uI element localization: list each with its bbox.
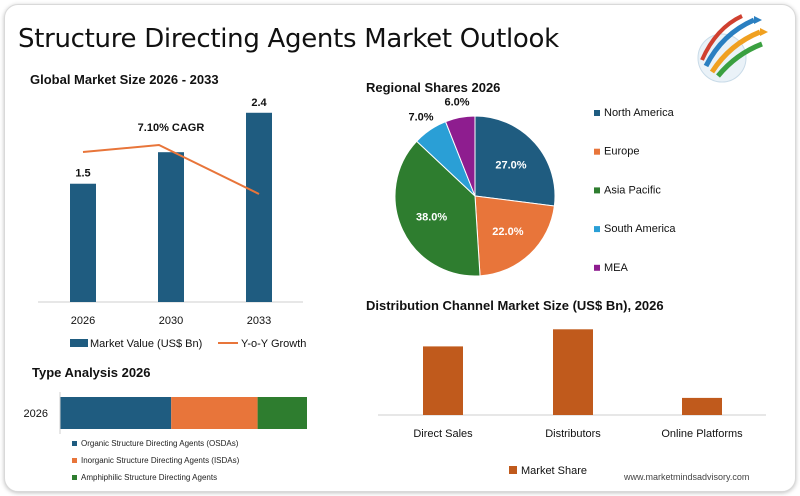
legend-swatch xyxy=(72,475,77,481)
legend-swatch xyxy=(72,458,77,464)
page-title: Structure Directing Agents Market Outloo… xyxy=(18,24,559,54)
brand-logo-icon xyxy=(697,14,768,83)
legend-swatch xyxy=(594,148,600,155)
legend-swatch-market-value xyxy=(70,339,88,347)
legend-swatch-market-share xyxy=(509,466,517,474)
legend-label: Amphiphilic Structure Directing Agents xyxy=(81,473,218,482)
pie-slice xyxy=(474,115,556,207)
distribution-title: Distribution Channel Market Size (US$ Bn… xyxy=(366,298,664,313)
bar-market-share xyxy=(553,329,593,415)
stacked-bar-segment xyxy=(257,397,307,429)
pie-data-label: 6.0% xyxy=(444,97,469,109)
legend-label: South America xyxy=(604,223,676,235)
market-size-title: Global Market Size 2026 - 2033 xyxy=(30,72,219,87)
x-tick-label: Distributors xyxy=(545,428,601,440)
bar-data-label: 1.5 xyxy=(75,168,90,180)
legend-swatch xyxy=(594,264,600,271)
legend-label: Organic Structure Directing Agents (OSDA… xyxy=(81,439,239,448)
type-legend-item: Organic Structure Directing Agents (OSDA… xyxy=(72,439,238,448)
legend-label: Inorganic Structure Directing Agents (IS… xyxy=(81,456,240,465)
bar-market-share xyxy=(682,397,722,415)
pie-data-label: 22.0% xyxy=(492,226,523,238)
bar-data-label: 2.4 xyxy=(251,97,267,109)
legend-label: Asia Pacific xyxy=(604,184,661,196)
legend-label: Market Share xyxy=(521,465,587,477)
pie-slice xyxy=(474,195,555,277)
pie-data-label: 27.0% xyxy=(495,159,526,171)
y-tick-label: 2026 xyxy=(24,408,48,420)
legend-swatch xyxy=(594,226,600,233)
bar-market-value xyxy=(158,152,184,302)
regional-shares-title: Regional Shares 2026 xyxy=(366,80,501,95)
legend-label: MEA xyxy=(604,262,629,274)
legend-label: North America xyxy=(604,107,675,119)
pie-data-label: 7.0% xyxy=(408,112,433,124)
growth-line xyxy=(82,143,260,195)
legend-label: Y-o-Y Growth xyxy=(241,338,306,350)
type-legend-item: Inorganic Structure Directing Agents (IS… xyxy=(72,456,239,465)
legend-swatch xyxy=(594,110,600,116)
legend-label: Europe xyxy=(604,146,639,158)
bar-market-value xyxy=(246,112,272,303)
type-analysis-title: Type Analysis 2026 xyxy=(32,365,151,380)
bar-market-value xyxy=(70,183,96,302)
x-tick-label: 2030 xyxy=(159,315,183,327)
legend-swatch xyxy=(594,187,600,194)
legend-label: Market Value (US$ Bn) xyxy=(90,338,202,350)
stacked-bar-segment xyxy=(171,397,258,429)
x-tick-label: Online Platforms xyxy=(661,428,743,440)
cagr-annotation: 7.10% CAGR xyxy=(138,122,205,134)
website-footer: www.marketmindsadvisory.com xyxy=(624,472,750,482)
x-tick-label: 2026 xyxy=(71,315,95,327)
stacked-bar-segment xyxy=(60,397,172,429)
pie-slice xyxy=(394,140,481,277)
pie-slice xyxy=(444,115,476,197)
x-tick-label: 2033 xyxy=(247,315,271,327)
legend-swatch xyxy=(72,441,77,447)
x-tick-label: Direct Sales xyxy=(413,428,473,440)
bar-market-share xyxy=(423,346,463,415)
pie-data-label: 38.0% xyxy=(416,211,447,223)
type-legend-item: Amphiphilic Structure Directing Agents xyxy=(72,473,217,482)
